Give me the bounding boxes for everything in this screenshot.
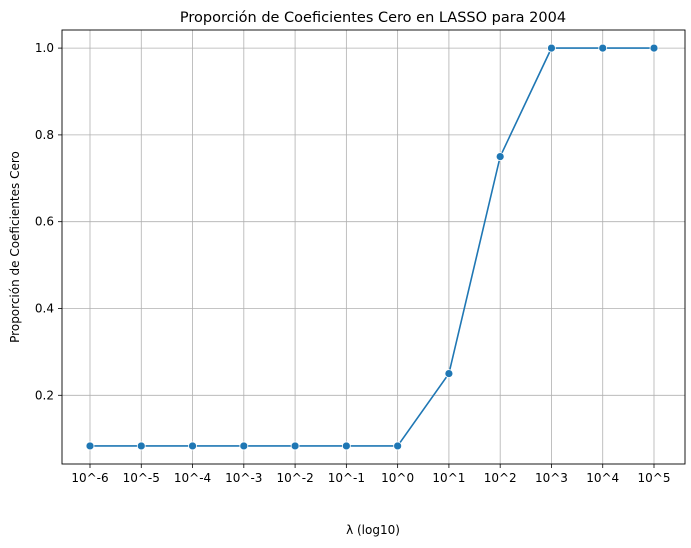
x-tick-label: 10^4 xyxy=(586,471,619,485)
y-tick-label: 1.0 xyxy=(35,41,54,55)
x-tick-label: 10^-6 xyxy=(71,471,108,485)
x-tick-label: 10^2 xyxy=(484,471,517,485)
data-point xyxy=(393,441,403,451)
series-layer xyxy=(85,43,659,451)
x-tick-label: 10^-3 xyxy=(225,471,262,485)
grid-lines xyxy=(62,30,685,464)
data-point xyxy=(341,441,351,451)
data-point xyxy=(136,441,146,451)
data-point xyxy=(290,441,300,451)
data-point xyxy=(239,441,249,451)
y-axis-label: Proporción de Coeficientes Cero xyxy=(8,151,22,343)
data-point xyxy=(444,369,454,378)
x-tick-label: 10^5 xyxy=(638,471,671,485)
y-tick-label: 0.4 xyxy=(35,301,54,315)
y-tick-label: 0.8 xyxy=(35,128,54,142)
data-point xyxy=(85,441,95,451)
x-tick-label: 10^-2 xyxy=(276,471,313,485)
plot-frame xyxy=(61,29,686,465)
data-point xyxy=(598,43,608,53)
x-axis: 10^-6 10^-5 10^-4 10^-3 10^-2 10^-1 10^0 10^1 10… xyxy=(71,464,670,485)
x-tick-label: 10^0 xyxy=(381,471,414,485)
y-axis: 0.2 0.4 0.6 0.8 1.0 xyxy=(35,41,62,402)
x-axis-label: λ (log10) xyxy=(346,523,400,537)
y-tick-label: 0.6 xyxy=(35,215,54,229)
x-tick-label: 10^-4 xyxy=(174,471,211,485)
data-point xyxy=(547,43,556,53)
data-point xyxy=(649,43,659,53)
x-tick-label: 10^-1 xyxy=(328,471,365,485)
data-point xyxy=(188,441,197,451)
x-tick-label: 10^-5 xyxy=(123,471,160,485)
series-line xyxy=(90,47,654,447)
chart-title: Proporción de Coeficientes Cero en LASSO… xyxy=(180,10,566,26)
x-tick-label: 10^1 xyxy=(432,471,465,485)
x-tick-label: 10^3 xyxy=(535,471,568,485)
data-point xyxy=(495,152,505,161)
y-tick-label: 0.2 xyxy=(35,388,54,402)
